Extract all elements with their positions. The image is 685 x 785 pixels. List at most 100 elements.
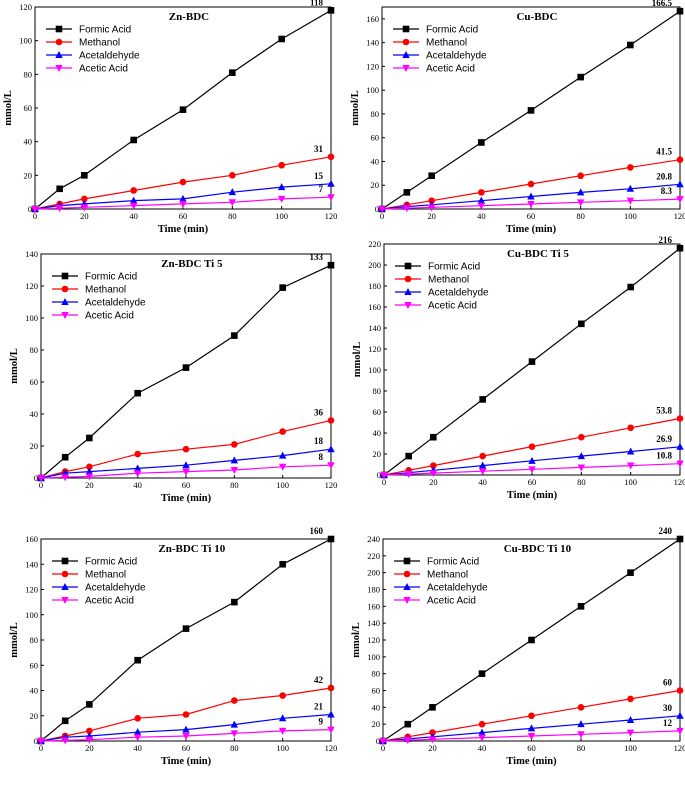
x-tick-label: 60 xyxy=(527,211,536,221)
data-point-formic-acid xyxy=(578,320,585,328)
data-label-formic-acid: 240 xyxy=(659,526,673,536)
series-formic-acid: 240 xyxy=(379,526,684,745)
legend-marker-acetic-acid xyxy=(403,597,411,604)
x-tick-label: 80 xyxy=(576,211,585,221)
data-point-formic-acid xyxy=(182,364,190,371)
y-tick-label: 0 xyxy=(34,473,38,483)
series-line-acetaldehyde xyxy=(382,715,681,742)
series-line-acetic-acid xyxy=(383,463,681,476)
legend-label-formic-acid: Formic Acid xyxy=(427,557,479,568)
data-point-formic-acid xyxy=(134,656,141,664)
legend-marker-acetaldehyde xyxy=(55,51,63,58)
data-point-formic-acid xyxy=(478,670,486,677)
legend-marker-methanol xyxy=(61,570,69,578)
data-point-methanol xyxy=(182,445,190,453)
data-point-acetaldehyde xyxy=(478,728,486,736)
data-point-acetaldehyde xyxy=(129,196,138,204)
data-point-formic-acid xyxy=(577,73,584,81)
legend-label-methanol: Methanol xyxy=(426,38,467,49)
data-point-acetic-acid xyxy=(379,738,387,745)
data-point-acetic-acid xyxy=(378,206,386,213)
y-tick-label: 100 xyxy=(19,36,32,46)
data-point-methanol xyxy=(478,720,486,728)
series-acetaldehyde: 15 xyxy=(31,171,335,212)
series-line-acetaldehyde xyxy=(383,446,681,476)
data-point-acetic-acid xyxy=(179,200,187,208)
data-label-acetic-acid: 8 xyxy=(319,452,324,462)
data-point-formic-acid xyxy=(61,453,69,461)
data-point-methanol xyxy=(231,441,238,448)
data-point-formic-acid xyxy=(405,452,412,460)
x-tick-label: 80 xyxy=(577,477,586,487)
data-label-acetaldehyde: 15 xyxy=(314,171,324,181)
x-tick-label: 60 xyxy=(182,480,191,490)
data-point-methanol xyxy=(279,692,286,699)
data-label-acetaldehyde: 26.9 xyxy=(656,434,672,444)
data-point-acetic-acid xyxy=(404,471,413,479)
data-point-acetic-acid xyxy=(230,730,239,738)
x-tick-label: 120 xyxy=(674,211,685,221)
chart-panel-zn-bdc: 0 20 40 60 80 100 120 0 20 40 60 80 100 120 Time (min)… xyxy=(3,0,337,235)
data-point-methanol xyxy=(86,727,93,735)
data-point-formic-acid xyxy=(676,7,684,15)
data-point-acetic-acid xyxy=(577,464,586,472)
legend-label-acetic-acid: Acetic Acid xyxy=(85,311,134,322)
x-tick-label: 120 xyxy=(325,743,338,753)
y-tick-label: 40 xyxy=(24,137,33,147)
legend-label-methanol: Methanol xyxy=(85,570,126,581)
legend-marker-formic-acid xyxy=(61,557,69,565)
y-tick-label: 40 xyxy=(373,428,382,438)
data-point-acetic-acid xyxy=(427,204,436,212)
legend: Formic Acid Methanol Acetaldehyde Acetic Ac… xyxy=(393,25,487,75)
y-tick-label: 160 xyxy=(368,302,381,312)
y-tick-label: 140 xyxy=(367,618,380,628)
legend-label-methanol: Methanol xyxy=(85,285,126,296)
data-point-acetaldehyde xyxy=(626,715,635,723)
series-formic-acid: 160 xyxy=(37,526,335,745)
data-point-acetic-acid xyxy=(80,204,89,212)
y-axis-label: mmol/L xyxy=(3,90,14,126)
y-tick-label: 140 xyxy=(25,559,38,569)
chart-panel-zn-bdc-ti-10: 0 20 40 60 80 100 120 0 20 40 60 80 100 120 140 160 Time… xyxy=(9,526,337,767)
data-point-acetic-acid xyxy=(133,470,142,478)
data-point-acetaldehyde xyxy=(528,456,536,464)
y-tick-label: 100 xyxy=(25,313,38,323)
data-point-formic-acid xyxy=(430,433,437,441)
y-tick-label: 20 xyxy=(372,719,381,729)
data-point-methanol xyxy=(327,684,335,692)
series-line-acetic-acid xyxy=(381,198,681,210)
y-tick-label: 60 xyxy=(372,686,381,696)
x-tick-label: 0 xyxy=(39,480,43,490)
data-point-methanol xyxy=(229,172,236,179)
data-point-acetic-acid xyxy=(527,201,535,209)
data-point-formic-acid xyxy=(279,560,286,568)
legend-marker-acetaldehyde xyxy=(402,51,410,58)
data-point-acetaldehyde xyxy=(182,725,190,733)
data-point-acetaldehyde xyxy=(676,711,684,719)
data-point-formic-acid xyxy=(403,189,411,196)
data-point-acetaldehyde xyxy=(182,461,190,469)
legend-label-acetic-acid: Acetic Acid xyxy=(427,596,476,607)
x-tick-label: 100 xyxy=(624,477,637,487)
data-label-acetaldehyde: 30 xyxy=(663,703,673,713)
legend-marker-acetic-acid xyxy=(61,597,69,604)
series-acetaldehyde: 20.8 xyxy=(378,171,684,212)
data-point-methanol xyxy=(279,428,286,435)
data-point-formic-acid xyxy=(676,244,684,252)
data-point-acetaldehyde xyxy=(626,447,635,455)
data-point-formic-acid xyxy=(327,7,335,14)
chart-panel-zn-bdc-ti-5: 0 20 40 60 80 100 120 0 20 40 60 80 100 120 140 Time (m… xyxy=(9,249,337,504)
y-tick-label: 40 xyxy=(30,409,39,419)
data-point-acetic-acid xyxy=(676,727,684,735)
legend-marker-methanol xyxy=(402,38,410,46)
data-point-methanol xyxy=(429,729,436,736)
data-point-acetic-acid xyxy=(85,473,94,481)
y-tick-label: 140 xyxy=(25,249,38,259)
x-tick-label: 80 xyxy=(577,743,586,753)
data-label-formic-acid: 216 xyxy=(659,235,673,245)
y-tick-label: 200 xyxy=(368,260,381,270)
y-tick-label: 80 xyxy=(30,635,39,645)
legend-label-formic-acid: Formic Acid xyxy=(85,557,137,568)
x-tick-label: 80 xyxy=(228,211,237,221)
data-point-acetic-acid xyxy=(477,202,486,210)
